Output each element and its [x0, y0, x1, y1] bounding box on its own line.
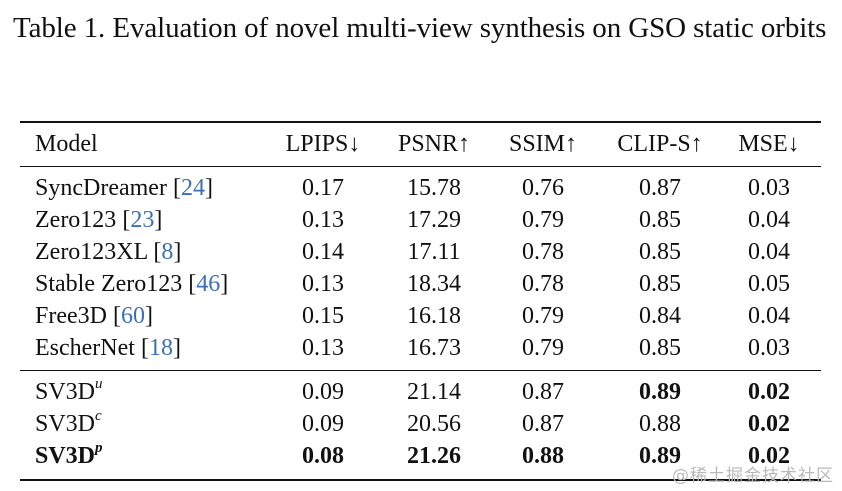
header-model: Model — [35, 131, 98, 157]
header-row: Model LPIPS↓ PSNR↑ SSIM↑ CLIP-S↑ MSE↓ — [20, 128, 821, 160]
mse-cell: 0.02 — [748, 411, 790, 437]
model-cell: SV3Du — [35, 376, 103, 408]
psnr-cell: 15.78 — [407, 175, 461, 201]
table-row: SyncDreamer [24] 0.17 15.78 0.76 0.87 0.… — [20, 172, 821, 204]
header-mse: MSE↓ — [738, 131, 800, 157]
psnr-cell: 17.29 — [407, 207, 461, 233]
ssim-cell: 0.76 — [522, 175, 564, 201]
lpips-cell: 0.13 — [302, 335, 344, 361]
model-cell: EscherNet [18] — [35, 335, 181, 361]
psnr-cell: 16.18 — [407, 303, 461, 329]
mse-cell: 0.02 — [748, 379, 790, 405]
mse-cell: 0.03 — [748, 175, 790, 201]
mse-cell: 0.05 — [748, 271, 790, 297]
clip-s-cell: 0.85 — [639, 207, 681, 233]
table-row: Zero123 [23] 0.13 17.29 0.79 0.85 0.04 — [20, 204, 821, 236]
model-name: Zero123 — [35, 207, 117, 233]
model-name: SV3D — [35, 379, 96, 405]
header-lpips: LPIPS↓ — [285, 131, 361, 157]
model-name: SyncDreamer — [35, 175, 167, 201]
mse-cell: 0.04 — [748, 239, 790, 265]
model-name: SV3D — [35, 411, 96, 437]
variant-superscript: c — [95, 408, 102, 424]
lpips-cell: 0.13 — [302, 271, 344, 297]
lpips-cell: 0.08 — [302, 443, 344, 469]
model-name: Free3D — [35, 303, 107, 329]
citation-link[interactable]: 8 — [161, 239, 174, 265]
citation-link[interactable]: 46 — [196, 271, 221, 297]
citation-link[interactable]: 18 — [148, 335, 173, 361]
citation-link[interactable]: 60 — [120, 303, 145, 329]
ssim-cell: 0.78 — [522, 271, 564, 297]
clip-s-cell: 0.87 — [639, 175, 681, 201]
mse-cell: 0.03 — [748, 335, 790, 361]
clip-s-cell: 0.89 — [639, 379, 681, 405]
citation-link[interactable]: 24 — [180, 175, 205, 201]
mse-cell: 0.04 — [748, 303, 790, 329]
psnr-cell: 21.14 — [407, 379, 461, 405]
ssim-cell: 0.79 — [522, 303, 564, 329]
psnr-cell: 21.26 — [407, 443, 461, 469]
model-cell: Stable Zero123 [46] — [35, 271, 229, 297]
clip-s-cell: 0.84 — [639, 303, 681, 329]
header-clip-s: CLIP-S↑ — [617, 131, 703, 157]
clip-s-cell: 0.89 — [639, 443, 681, 469]
top-rule — [20, 121, 821, 123]
header-rule — [20, 166, 821, 167]
table-row: Zero123XL [8] 0.14 17.11 0.78 0.85 0.04 — [20, 236, 821, 268]
table-row: Stable Zero123 [46] 0.13 18.34 0.78 0.85… — [20, 268, 821, 300]
model-cell: SV3Dc — [35, 408, 102, 440]
clip-s-cell: 0.85 — [639, 271, 681, 297]
clip-s-cell: 0.85 — [639, 335, 681, 361]
psnr-cell: 18.34 — [407, 271, 461, 297]
table-row: SV3Dc 0.09 20.56 0.87 0.88 0.02 — [20, 408, 821, 440]
model-cell: SyncDreamer [24] — [35, 175, 213, 201]
psnr-cell: 20.56 — [407, 411, 461, 437]
model-cell: Zero123XL [8] — [35, 239, 182, 265]
model-name: SV3D — [35, 443, 96, 469]
watermark-text: @稀土掘金技术社区 — [672, 466, 834, 486]
header-psnr: PSNR↑ — [397, 131, 471, 157]
lpips-cell: 0.09 — [302, 411, 344, 437]
model-name: EscherNet — [35, 335, 135, 361]
ssim-cell: 0.79 — [522, 335, 564, 361]
model-cell: SV3Dp — [35, 440, 103, 472]
table-row: Free3D [60] 0.15 16.18 0.79 0.84 0.04 — [20, 300, 821, 332]
lpips-cell: 0.14 — [302, 239, 344, 265]
psnr-cell: 16.73 — [407, 335, 461, 361]
bottom-rule — [20, 479, 821, 481]
mse-cell: 0.04 — [748, 207, 790, 233]
mse-cell: 0.02 — [748, 443, 790, 469]
table-row: EscherNet [18] 0.13 16.73 0.79 0.85 0.03 — [20, 332, 821, 364]
ssim-cell: 0.78 — [522, 239, 564, 265]
lpips-cell: 0.15 — [302, 303, 344, 329]
ssim-cell: 0.87 — [522, 379, 564, 405]
model-name: Stable Zero123 — [35, 271, 183, 297]
group-rule — [20, 370, 821, 371]
ssim-cell: 0.79 — [522, 207, 564, 233]
psnr-cell: 17.11 — [407, 239, 461, 265]
header-ssim: SSIM↑ — [508, 131, 578, 157]
lpips-cell: 0.09 — [302, 379, 344, 405]
table-caption: Table 1. Evaluation of novel multi-view … — [13, 12, 827, 44]
table-row: SV3Du 0.09 21.14 0.87 0.89 0.02 — [20, 376, 821, 408]
table-row: SV3Dp 0.08 21.26 0.88 0.89 0.02 — [20, 440, 821, 472]
ssim-cell: 0.88 — [522, 443, 564, 469]
clip-s-cell: 0.88 — [639, 411, 681, 437]
variant-superscript: p — [95, 440, 103, 456]
lpips-cell: 0.13 — [302, 207, 344, 233]
clip-s-cell: 0.85 — [639, 239, 681, 265]
model-name: Zero123XL — [35, 239, 148, 265]
model-cell: Free3D [60] — [35, 303, 153, 329]
model-cell: Zero123 [23] — [35, 207, 163, 233]
variant-superscript: u — [95, 376, 103, 392]
citation-link[interactable]: 23 — [130, 207, 155, 233]
ssim-cell: 0.87 — [522, 411, 564, 437]
lpips-cell: 0.17 — [302, 175, 344, 201]
